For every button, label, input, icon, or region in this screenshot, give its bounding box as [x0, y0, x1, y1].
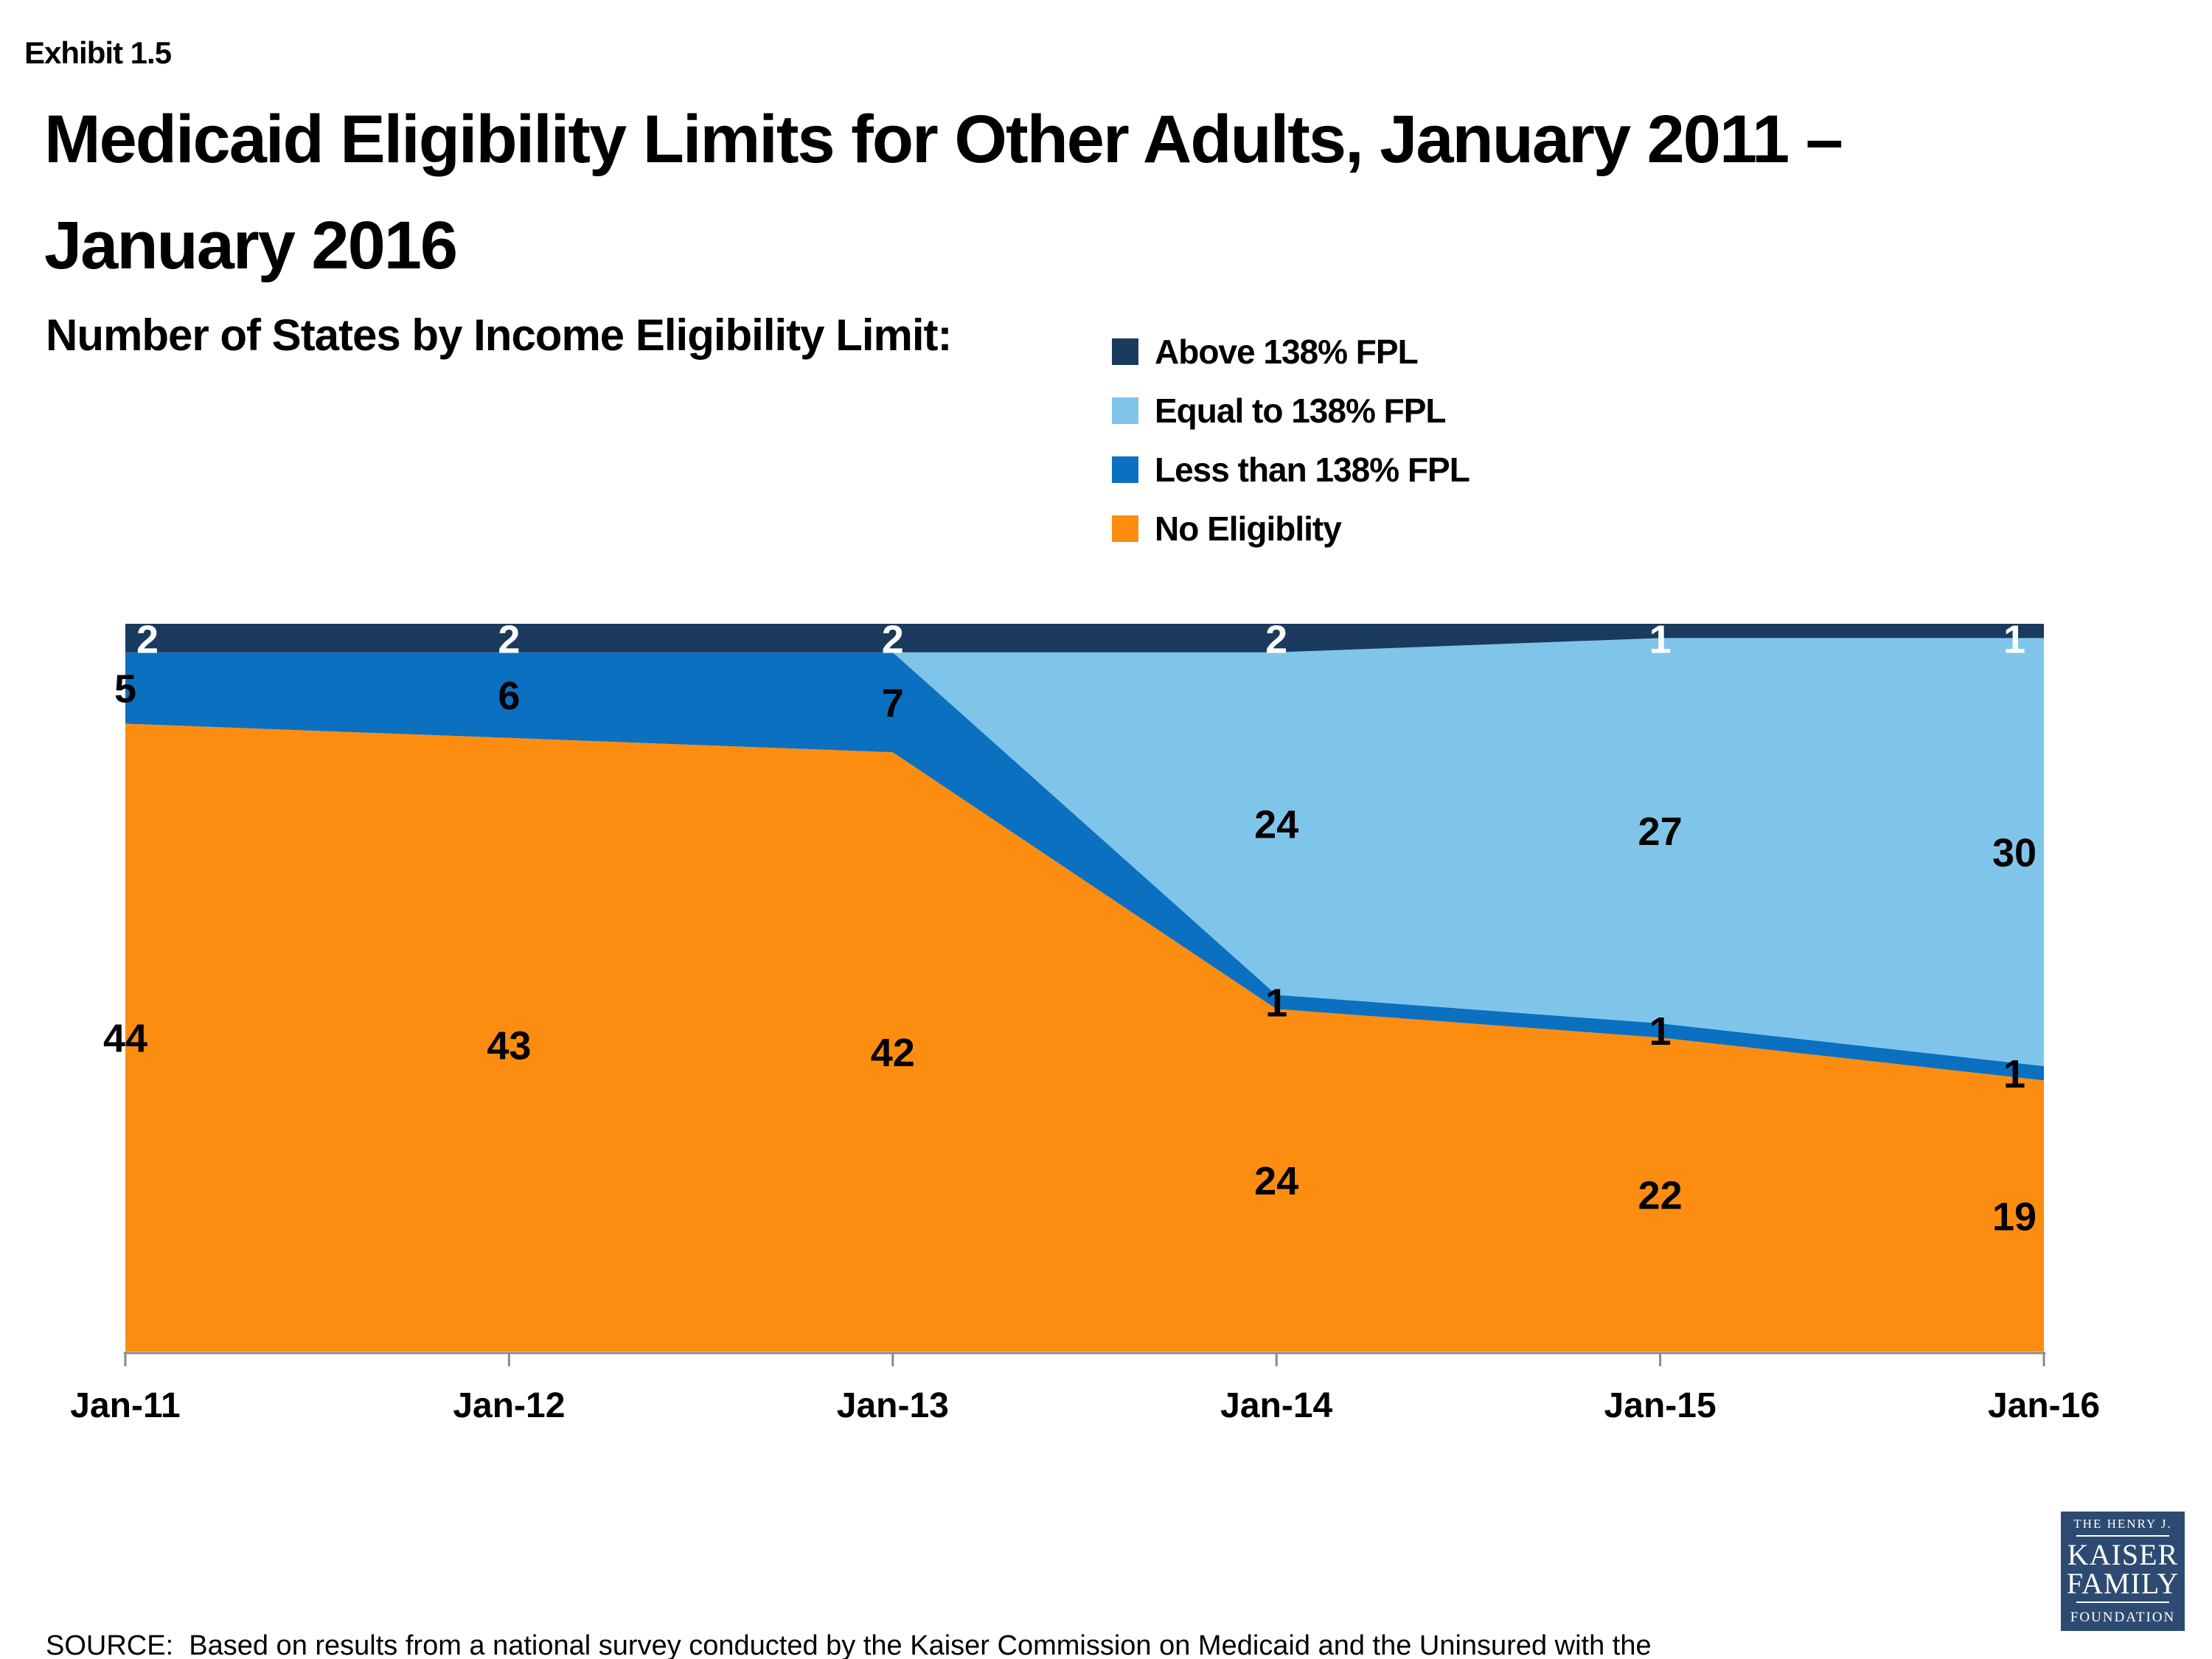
kff-logo-divider-top	[2076, 1534, 2169, 1537]
legend-label: No Eligiblity	[1155, 509, 1342, 548]
data-label-equal-to-138-fpl: 27	[1638, 810, 1683, 854]
data-label-less-than-138-fpl: 1	[2003, 1052, 2025, 1096]
x-axis-label-jan-16: Jan-16	[1988, 1386, 2100, 1425]
data-label-above-138-fpl: 2	[498, 617, 520, 661]
legend-swatch-above-138-fpl	[1112, 338, 1138, 365]
x-axis-label-jan-13: Jan-13	[837, 1386, 949, 1425]
kff-logo-kaiser: KAISER	[2067, 1537, 2179, 1571]
legend-label: Less than 138% FPL	[1155, 451, 1470, 489]
data-label-equal-to-138-fpl: 30	[1992, 831, 2037, 875]
legend-swatch-no-eligiblity	[1112, 515, 1138, 542]
legend-swatch-less-than-138-fpl	[1112, 456, 1138, 483]
data-label-above-138-fpl: 1	[2003, 617, 2025, 661]
area-no-eligiblity	[125, 723, 2044, 1352]
data-label-equal-to-138-fpl: 24	[1254, 802, 1298, 846]
data-label-no-eligiblity: 42	[871, 1031, 915, 1075]
area-equal-to-138-fpl	[125, 638, 2044, 1066]
data-label-less-than-138-fpl: 7	[882, 681, 904, 726]
kff-logo-divider-bottom	[2076, 1601, 2169, 1604]
data-label-above-138-fpl: 2	[1265, 617, 1287, 661]
x-axis-label-jan-12: Jan-12	[453, 1386, 565, 1425]
legend-label: Above 138% FPL	[1155, 333, 1419, 371]
x-axis-label-jan-15: Jan-15	[1604, 1386, 1717, 1425]
exhibit-label: Exhibit 1.5	[24, 35, 172, 70]
data-label-no-eligiblity: 19	[1992, 1195, 2037, 1239]
legend-item-no-eligiblity: No Eligiblity	[1112, 509, 1470, 549]
data-label-less-than-138-fpl: 1	[1649, 1009, 1672, 1054]
legend-item-equal-to-138-fpl: Equal to 138% FPL	[1112, 391, 1470, 431]
kff-logo: THE HENRY J. KAISER FAMILY FOUNDATION	[2061, 1512, 2185, 1631]
legend-label: Equal to 138% FPL	[1155, 392, 1447, 430]
data-label-less-than-138-fpl: 6	[498, 674, 520, 718]
source-note-line1: SOURCE: Based on results from a national…	[46, 1630, 1652, 1659]
kff-logo-foundation: FOUNDATION	[2070, 1610, 2176, 1626]
source-note: SOURCE: Based on results from a national…	[46, 1535, 2022, 1659]
legend-swatch-equal-to-138-fpl	[1112, 397, 1138, 424]
kff-logo-top-line: THE HENRY J.	[2073, 1516, 2172, 1531]
data-label-no-eligiblity: 44	[103, 1017, 147, 1061]
x-axis-label-jan-14: Jan-14	[1220, 1386, 1332, 1425]
area-above-138-fpl	[125, 624, 2044, 653]
area-less-than-138-fpl	[125, 652, 2044, 1081]
kff-logo-family: FAMILY	[2066, 1567, 2180, 1600]
legend-item-above-138-fpl: Above 138% FPL	[1112, 332, 1470, 372]
page-title: Medicaid Eligibility Limits for Other Ad…	[44, 87, 2183, 299]
data-label-less-than-138-fpl: 1	[1265, 981, 1287, 1025]
data-label-above-138-fpl: 1	[1649, 617, 1672, 661]
data-label-less-than-138-fpl: 5	[114, 667, 136, 712]
page-title-line2: January 2016	[44, 207, 458, 283]
data-label-above-138-fpl: 2	[136, 617, 159, 661]
data-label-no-eligiblity: 24	[1254, 1159, 1298, 1203]
chart-legend: Above 138% FPL Equal to 138% FPL Less than…	[1112, 332, 1470, 568]
legend-item-less-than-138-fpl: Less than 138% FPL	[1112, 450, 1470, 490]
chart-subtitle: Number of States by Income Eligibility L…	[46, 310, 953, 360]
page-title-line1: Medicaid Eligibility Limits for Other Ad…	[44, 102, 1843, 177]
data-label-no-eligiblity: 43	[487, 1023, 531, 1068]
data-label-above-138-fpl: 2	[882, 617, 904, 661]
x-axis-label-jan-11: Jan-11	[70, 1386, 180, 1425]
data-label-no-eligiblity: 22	[1638, 1174, 1683, 1218]
